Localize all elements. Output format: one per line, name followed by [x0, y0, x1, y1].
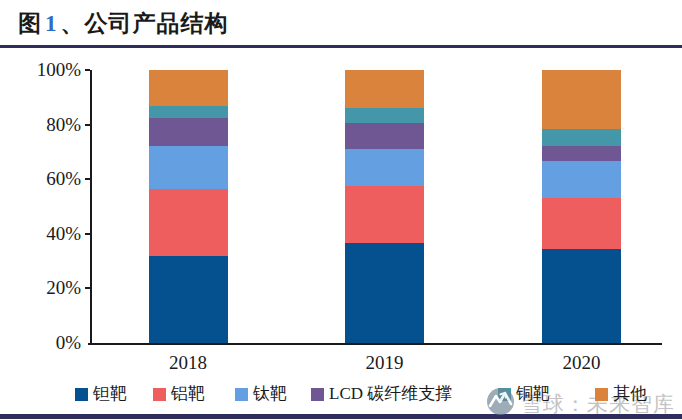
y-axis-tick: [85, 233, 90, 235]
bar-segment-钽靶: [345, 243, 424, 343]
y-axis-line: [90, 70, 92, 343]
figure-title-text: 、公司产品结构: [61, 11, 229, 36]
y-axis-label: 20%: [1, 278, 81, 297]
stacked-bar-2020: [542, 70, 621, 343]
x-axis-label: 2019: [340, 352, 430, 374]
bar-segment-其他: [149, 70, 228, 105]
legend-swatch: [311, 388, 324, 401]
title-divider: [0, 45, 682, 48]
legend-item-其他: 其他: [595, 384, 647, 404]
bar-segment-LCD 碳纤维支撑: [345, 123, 424, 149]
x-axis-line: [88, 343, 662, 345]
legend-label: 铝靶: [171, 384, 205, 404]
figure-number: 1: [42, 11, 61, 36]
y-axis-tick: [85, 124, 90, 126]
legend-label: LCD 碳纤维支撑: [329, 384, 452, 404]
x-axis-label: 2018: [143, 352, 233, 374]
bar-segment-钛靶: [542, 161, 621, 198]
y-axis-label: 80%: [1, 115, 81, 134]
legend-item-钛靶: 钛靶: [235, 384, 287, 404]
bar-segment-钽靶: [542, 249, 621, 343]
bar-segment-钛靶: [345, 149, 424, 186]
bar-segment-铜靶: [149, 106, 228, 118]
y-axis-tick: [85, 287, 90, 289]
bar-segment-其他: [345, 70, 424, 108]
y-axis-tick: [85, 178, 90, 180]
legend-swatch: [75, 388, 88, 401]
legend-label: 钛靶: [253, 384, 287, 404]
legend-label: 钽靶: [93, 384, 127, 404]
bar-segment-铝靶: [149, 189, 228, 256]
legend-label: 铜靶: [516, 384, 550, 404]
legend-swatch: [235, 388, 248, 401]
bar-segment-LCD 碳纤维支撑: [542, 146, 621, 161]
y-axis-label: 0%: [1, 333, 81, 352]
chart-figure: 图1、公司产品结构 雪球：未来智库 0%20%40%60%80%100%2018…: [0, 0, 682, 420]
bar-segment-LCD 碳纤维支撑: [149, 118, 228, 147]
bar-segment-钛靶: [149, 146, 228, 188]
bar-segment-铜靶: [542, 129, 621, 147]
figure-title: 图1、公司产品结构: [18, 8, 229, 39]
legend-label: 其他: [613, 384, 647, 404]
bar-segment-钽靶: [149, 256, 228, 343]
figure-title-prefix: 图: [18, 11, 42, 36]
stacked-bar-2019: [345, 70, 424, 343]
stacked-bar-2018: [149, 70, 228, 343]
legend-swatch: [153, 388, 166, 401]
snowball-icon: [486, 387, 515, 416]
legend-item-LCD 碳纤维支撑: LCD 碳纤维支撑: [311, 384, 452, 404]
x-axis-label: 2020: [537, 352, 627, 374]
y-axis-label: 100%: [1, 60, 81, 79]
y-axis-label: 40%: [1, 224, 81, 243]
y-axis-tick: [85, 69, 90, 71]
bar-segment-其他: [542, 70, 621, 129]
bar-segment-铝靶: [345, 186, 424, 243]
bar-segment-铝靶: [542, 198, 621, 249]
y-axis-label: 60%: [1, 169, 81, 188]
bar-segment-铜靶: [345, 108, 424, 123]
legend-item-铝靶: 铝靶: [153, 384, 205, 404]
legend-item-钽靶: 钽靶: [75, 384, 127, 404]
legend-swatch: [595, 388, 608, 401]
plot-area: [90, 70, 662, 343]
